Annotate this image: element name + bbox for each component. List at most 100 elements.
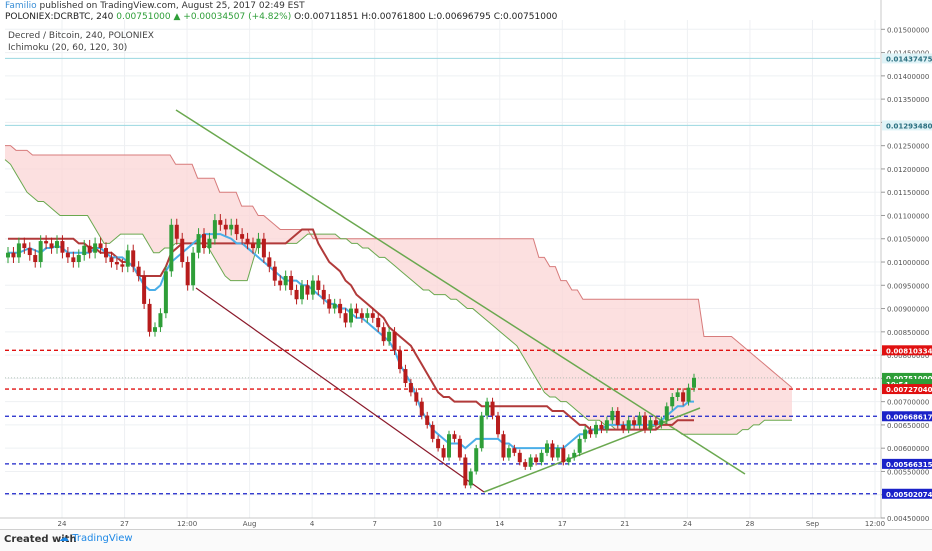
- candle-body: [33, 255, 38, 263]
- candle-body: [223, 224, 228, 230]
- candles: [6, 214, 696, 489]
- leading-span-a: [4, 159, 792, 435]
- trend-line-green-down: [175, 109, 746, 475]
- candle-body: [594, 424, 598, 435]
- time-tick-label: 12:00: [177, 520, 197, 528]
- time-tick-label: 12:00: [865, 520, 885, 528]
- candle-body: [670, 396, 675, 407]
- footer-bar: Created with ☁ TradingView: [0, 529, 932, 551]
- candle-body: [261, 238, 266, 258]
- time-tick-label: Aug: [243, 520, 257, 528]
- candle-body: [632, 420, 637, 425]
- candle-body: [615, 410, 620, 425]
- candle-body: [425, 415, 430, 425]
- time-tick-label: 28: [745, 520, 754, 528]
- price-tick-label: 0.00700000: [887, 399, 929, 407]
- candle-body: [485, 401, 490, 416]
- time-tick-label: 27: [120, 520, 129, 528]
- candle-body: [539, 452, 544, 463]
- price-label: 0.00727040: [886, 386, 932, 394]
- candle-body: [267, 257, 272, 267]
- candle-body: [131, 250, 136, 267]
- candle-body: [93, 243, 98, 253]
- candle-body: [153, 327, 157, 332]
- candle-body: [196, 234, 201, 253]
- candle-body: [572, 452, 577, 458]
- candle-body: [681, 392, 686, 402]
- candle-body: [664, 406, 669, 421]
- candle-body: [174, 224, 179, 239]
- candle-body: [256, 238, 261, 249]
- cloud-fill: [5, 145, 792, 435]
- candle-body: [468, 471, 473, 486]
- candle-body: [109, 257, 114, 263]
- tradingview-logo[interactable]: ☁ TradingView: [59, 533, 133, 544]
- price-axis: 0.015000000.014500000.014000000.01350000…: [880, 0, 932, 529]
- price-label-bg: [882, 378, 932, 389]
- symbol: POLONIEX:DCRBTC, 240: [5, 12, 114, 22]
- candle-body: [44, 241, 49, 244]
- candle-body: [343, 313, 348, 323]
- candle-body: [16, 243, 21, 258]
- candle-body: [588, 429, 593, 435]
- price-label-bg: [882, 53, 932, 64]
- candle-body: [354, 308, 359, 314]
- candle-body: [692, 377, 696, 388]
- candle-body: [447, 434, 451, 458]
- candle-body: [283, 275, 288, 286]
- candle-body: [49, 243, 54, 249]
- horizontal-levels: [5, 57, 880, 495]
- candle-body: [104, 248, 108, 258]
- price-tick-label: 0.01250000: [887, 143, 929, 151]
- legend-indicator[interactable]: Ichimoku (20, 60, 120, 30): [8, 43, 128, 53]
- price-tick-label: 0.01400000: [887, 73, 929, 81]
- candle-body: [545, 443, 549, 453]
- candle-body: [398, 350, 402, 370]
- candle-body: [278, 280, 283, 286]
- time-tick-label: 10: [433, 520, 442, 528]
- candle-body: [321, 289, 326, 300]
- price-change: ▲ +0.00034507 (+4.82%): [173, 12, 292, 22]
- candle-body: [370, 313, 375, 318]
- candle-body: [452, 434, 457, 439]
- candle-body: [561, 448, 566, 463]
- author-name[interactable]: Familio: [5, 1, 37, 11]
- candle-body: [207, 238, 212, 249]
- candle-body: [158, 313, 163, 328]
- candle-body: [365, 313, 370, 318]
- candle-body: [408, 383, 413, 393]
- price-tick-label: 0.00950000: [887, 282, 929, 290]
- candle-body: [430, 424, 435, 439]
- last-price: 0.00751000: [116, 12, 171, 22]
- candle-body: [38, 241, 43, 263]
- candle-body: [114, 262, 119, 265]
- candle-body: [71, 257, 76, 263]
- candle-body: [191, 252, 196, 286]
- candle-body: [387, 331, 392, 342]
- candle-body: [599, 424, 604, 430]
- candle-body: [359, 313, 364, 318]
- candle-body: [185, 262, 190, 286]
- candle-body: [27, 248, 32, 256]
- candle-body: [441, 448, 446, 458]
- price-tick-label: 0.00650000: [887, 422, 929, 430]
- price-label-bg: [882, 372, 932, 383]
- candle-body: [169, 224, 174, 272]
- price-label-bg: [882, 345, 932, 356]
- candle-body: [120, 264, 125, 267]
- candle-body: [6, 252, 10, 258]
- candle-body: [11, 252, 16, 258]
- candle-body: [523, 462, 528, 467]
- candle-body: [381, 327, 386, 342]
- price-label-bg: [882, 488, 932, 499]
- candle-body: [604, 420, 609, 430]
- price-tick-label: 0.01500000: [887, 26, 929, 34]
- candle-body: [147, 303, 152, 332]
- price-label-bg: [882, 458, 932, 469]
- price-tick-label: 0.00800000: [887, 352, 929, 360]
- candle-body: [457, 438, 462, 458]
- price-chart[interactable]: 0.015000000.014500000.014000000.01350000…: [0, 0, 932, 529]
- price-tick-label: 0.01000000: [887, 259, 929, 267]
- candle-body: [251, 243, 255, 249]
